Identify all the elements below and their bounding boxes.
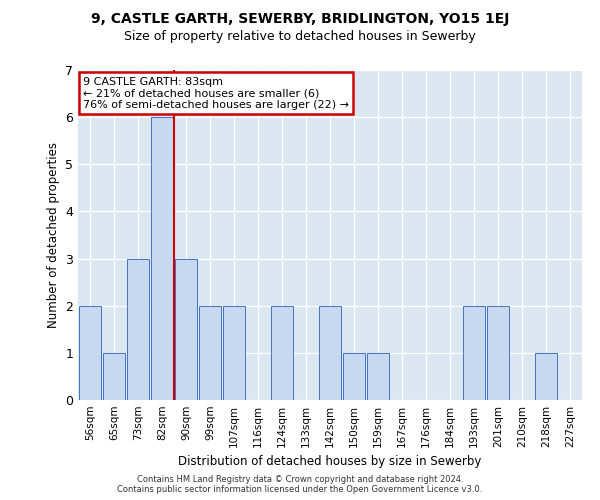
- Text: Contains HM Land Registry data © Crown copyright and database right 2024.
Contai: Contains HM Land Registry data © Crown c…: [118, 474, 482, 494]
- Bar: [487, 306, 509, 400]
- Bar: [535, 353, 557, 400]
- Text: 9 CASTLE GARTH: 83sqm
← 21% of detached houses are smaller (6)
76% of semi-detac: 9 CASTLE GARTH: 83sqm ← 21% of detached …: [83, 76, 349, 110]
- Bar: [223, 306, 245, 400]
- Bar: [175, 258, 197, 400]
- Bar: [367, 353, 389, 400]
- Bar: [463, 306, 485, 400]
- X-axis label: Distribution of detached houses by size in Sewerby: Distribution of detached houses by size …: [178, 456, 482, 468]
- Bar: [151, 117, 173, 400]
- Bar: [199, 306, 221, 400]
- Y-axis label: Number of detached properties: Number of detached properties: [47, 142, 59, 328]
- Text: 9, CASTLE GARTH, SEWERBY, BRIDLINGTON, YO15 1EJ: 9, CASTLE GARTH, SEWERBY, BRIDLINGTON, Y…: [91, 12, 509, 26]
- Bar: [319, 306, 341, 400]
- Bar: [271, 306, 293, 400]
- Bar: [343, 353, 365, 400]
- Bar: [79, 306, 101, 400]
- Bar: [127, 258, 149, 400]
- Text: Size of property relative to detached houses in Sewerby: Size of property relative to detached ho…: [124, 30, 476, 43]
- Bar: [103, 353, 125, 400]
